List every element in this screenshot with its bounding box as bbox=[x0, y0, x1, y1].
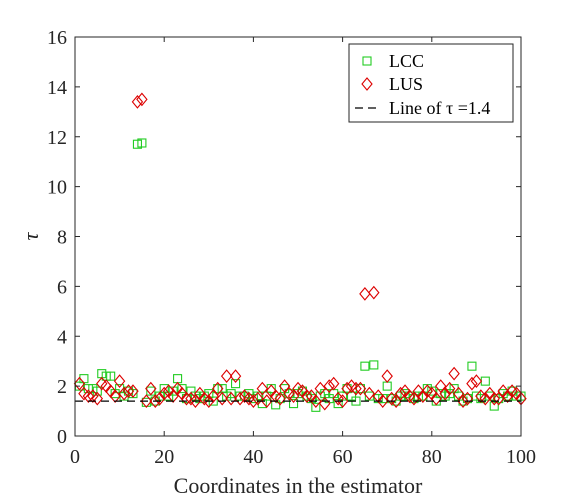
lus-point bbox=[136, 92, 148, 107]
series-layer bbox=[73, 92, 527, 412]
legend: LCC LUS Line of τ =1.4 bbox=[348, 43, 514, 123]
lcc-point bbox=[288, 399, 299, 409]
lus-point bbox=[225, 391, 237, 406]
lus-point bbox=[252, 391, 264, 406]
lus-point bbox=[394, 386, 407, 401]
lus-point bbox=[220, 369, 233, 384]
lus-point bbox=[301, 389, 313, 403]
lus-point bbox=[122, 384, 135, 398]
lcc-point bbox=[137, 138, 147, 148]
lus-point bbox=[73, 376, 86, 391]
lus-point bbox=[381, 369, 393, 384]
lcc-point bbox=[360, 361, 370, 371]
legend-label: LUS bbox=[389, 74, 423, 94]
lus-point bbox=[327, 376, 340, 391]
lus-point bbox=[443, 381, 456, 396]
lus-point bbox=[377, 394, 389, 408]
series-diamond-group bbox=[73, 92, 527, 411]
y-tick-label: 10 bbox=[47, 177, 67, 199]
lus-point bbox=[354, 381, 367, 396]
lcc-point bbox=[231, 379, 241, 389]
lus-point bbox=[229, 369, 242, 384]
lus-point bbox=[149, 394, 161, 408]
lus-point bbox=[488, 391, 500, 406]
lus-point bbox=[145, 381, 157, 396]
axes-layer: 0 20 40 60 80 100 0 2 4 6 8 10 12 14 16 Coordinates in … bbox=[18, 27, 536, 498]
x-tick-label: 100 bbox=[506, 446, 536, 468]
lus-point bbox=[234, 391, 246, 406]
y-tick-label: 8 bbox=[57, 227, 67, 249]
lus-point bbox=[216, 391, 228, 406]
legend-square-icon bbox=[362, 56, 372, 66]
lus-point bbox=[310, 394, 322, 408]
lus-point bbox=[131, 94, 144, 109]
legend-box bbox=[348, 43, 514, 123]
lus-point bbox=[180, 391, 193, 406]
lus-point bbox=[212, 381, 224, 396]
lus-point bbox=[430, 391, 442, 406]
lus-point bbox=[274, 391, 286, 406]
lcc-point bbox=[369, 360, 379, 370]
lus-point bbox=[82, 389, 95, 403]
lus-point bbox=[336, 394, 349, 408]
y-tick-label: 12 bbox=[47, 127, 67, 149]
lus-point bbox=[256, 381, 269, 396]
y-tick-label: 2 bbox=[57, 376, 67, 398]
lus-point bbox=[470, 374, 483, 388]
x-tick-label: 60 bbox=[333, 446, 353, 468]
x-tick-label: 40 bbox=[243, 446, 263, 468]
x-tick-label: 80 bbox=[422, 446, 442, 468]
legend-label: LCC bbox=[389, 51, 424, 71]
lus-point bbox=[350, 381, 362, 396]
y-tick-label: 16 bbox=[47, 27, 67, 49]
lus-point bbox=[140, 394, 153, 408]
lus-point bbox=[368, 285, 380, 300]
lus-point bbox=[154, 391, 166, 406]
lus-point bbox=[261, 394, 273, 408]
lus-point bbox=[127, 384, 139, 398]
lus-point bbox=[461, 391, 474, 406]
lus-point bbox=[109, 389, 121, 403]
lus-point bbox=[118, 386, 130, 401]
legend-diamond-icon bbox=[361, 77, 373, 91]
lus-point bbox=[466, 376, 478, 391]
lus-point bbox=[203, 394, 215, 408]
y-tick-label: 14 bbox=[47, 77, 67, 99]
lus-point bbox=[314, 381, 327, 396]
lus-point bbox=[359, 286, 371, 301]
x-axis-title: Coordinates in the estimator bbox=[174, 473, 423, 498]
lus-point bbox=[341, 381, 353, 396]
lcc-point bbox=[311, 402, 321, 412]
y-tick-label: 0 bbox=[57, 426, 67, 448]
y-axis-title: τ bbox=[18, 231, 43, 240]
legend-label: Line of τ =1.4 bbox=[389, 98, 490, 118]
lus-point bbox=[91, 391, 104, 406]
lus-point bbox=[417, 389, 429, 403]
lus-point bbox=[158, 386, 170, 401]
y-tick-label: 4 bbox=[57, 326, 67, 348]
lus-point bbox=[113, 374, 126, 388]
lcc-point bbox=[226, 389, 236, 399]
y-tick-label: 6 bbox=[57, 276, 67, 298]
lcc-point bbox=[177, 384, 187, 394]
lcc-point bbox=[106, 371, 116, 381]
lus-point bbox=[323, 379, 335, 393]
lus-point bbox=[479, 391, 492, 406]
lus-point bbox=[247, 394, 260, 408]
lus-point bbox=[457, 394, 469, 408]
lus-point bbox=[501, 389, 514, 403]
lcc-point bbox=[355, 384, 365, 394]
lus-point bbox=[363, 386, 376, 401]
x-tick-label: 20 bbox=[154, 446, 174, 468]
x-tick-label: 0 bbox=[70, 446, 80, 468]
lus-point bbox=[448, 366, 460, 381]
lus-point bbox=[439, 386, 451, 401]
lcc-point bbox=[467, 361, 477, 371]
